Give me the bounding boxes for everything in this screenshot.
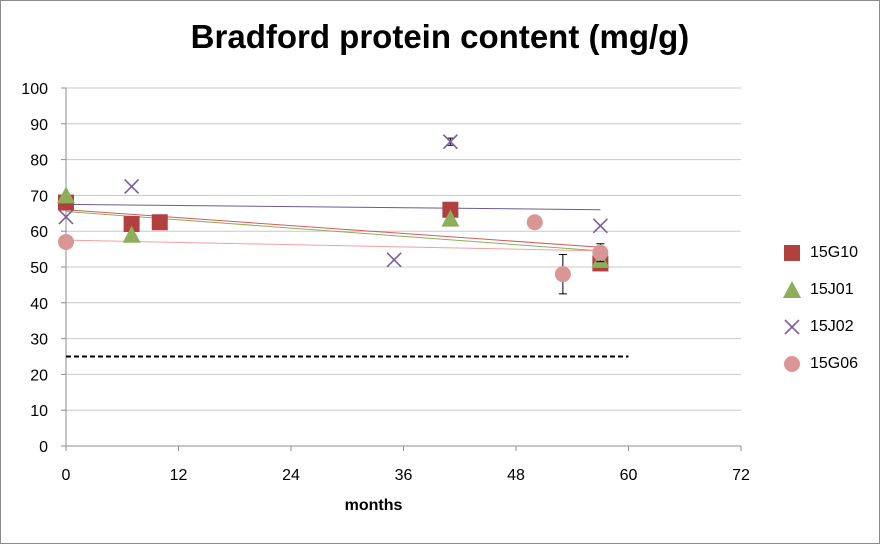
x-tick-label: 60 xyxy=(620,467,638,484)
legend-marker xyxy=(783,280,801,298)
y-tick-label: 20 xyxy=(30,367,48,384)
point-15G10 xyxy=(151,214,168,231)
x-tick-label: 36 xyxy=(395,467,413,484)
y-tick-label: 50 xyxy=(30,260,48,277)
chart-title: Bradford protein content (mg/g) xyxy=(190,18,690,55)
trendline-15J02 xyxy=(65,203,601,211)
point-15J02 xyxy=(124,178,140,195)
point-15G06 xyxy=(554,266,571,283)
x-axis-label: months xyxy=(345,497,403,514)
x-stroke xyxy=(784,318,800,335)
point-15J01 xyxy=(122,225,141,243)
point-15J02 xyxy=(58,209,74,225)
x-stroke xyxy=(386,252,402,268)
y-tick-label: 10 xyxy=(30,403,48,420)
legend-marker-15J01 xyxy=(783,280,801,298)
point-15J02 xyxy=(442,134,458,150)
legend-marker xyxy=(784,318,800,335)
point-15J01 xyxy=(441,209,460,227)
legend: 15G10 15J01 15J02 15G06 xyxy=(782,234,858,382)
point-15G06 xyxy=(526,214,543,231)
x-stroke xyxy=(442,134,458,150)
point-15J02 xyxy=(386,252,402,268)
point-15G06 xyxy=(58,233,74,250)
y-tick-label: 0 xyxy=(39,439,48,456)
legend-label: 15G10 xyxy=(810,243,859,261)
y-tick-label: 60 xyxy=(30,224,48,241)
point-15J02 xyxy=(592,218,608,234)
trendline-15G06 xyxy=(65,239,601,252)
x-tick-label: 0 xyxy=(62,467,71,484)
legend-item-15G06: 15G06 xyxy=(782,345,858,382)
legend-item-15J01: 15J01 xyxy=(782,271,858,308)
x-stroke xyxy=(592,218,608,234)
legend-label: 15J01 xyxy=(810,280,854,298)
x-stroke xyxy=(58,209,74,225)
x-stroke xyxy=(124,178,140,195)
y-tick-label: 90 xyxy=(30,117,48,134)
x-tick-label: 48 xyxy=(507,467,525,484)
legend-marker-15J02 xyxy=(784,318,800,335)
legend-label: 15J02 xyxy=(810,317,854,335)
point-15G06 xyxy=(592,244,609,261)
legend-item-15G10: 15G10 xyxy=(782,234,858,271)
point-15G10 xyxy=(123,216,140,233)
legend-item-15J02: 15J02 xyxy=(782,308,858,345)
y-tick-label: 100 xyxy=(21,81,48,98)
legend-label: 15G06 xyxy=(810,354,859,372)
x-tick-label: 12 xyxy=(170,467,188,484)
legend-marker xyxy=(784,244,800,261)
x-tick-label: 24 xyxy=(282,467,300,484)
legend-marker xyxy=(784,355,800,372)
point-15J01 xyxy=(57,186,75,204)
y-tick-label: 30 xyxy=(30,332,48,349)
x-tick-label: 72 xyxy=(732,467,750,484)
y-tick-label: 80 xyxy=(30,153,48,170)
legend-marker-15G06 xyxy=(784,355,800,372)
legend-marker-15G10 xyxy=(784,244,800,261)
y-tick-label: 70 xyxy=(30,188,48,205)
y-tick-label: 40 xyxy=(30,296,48,313)
